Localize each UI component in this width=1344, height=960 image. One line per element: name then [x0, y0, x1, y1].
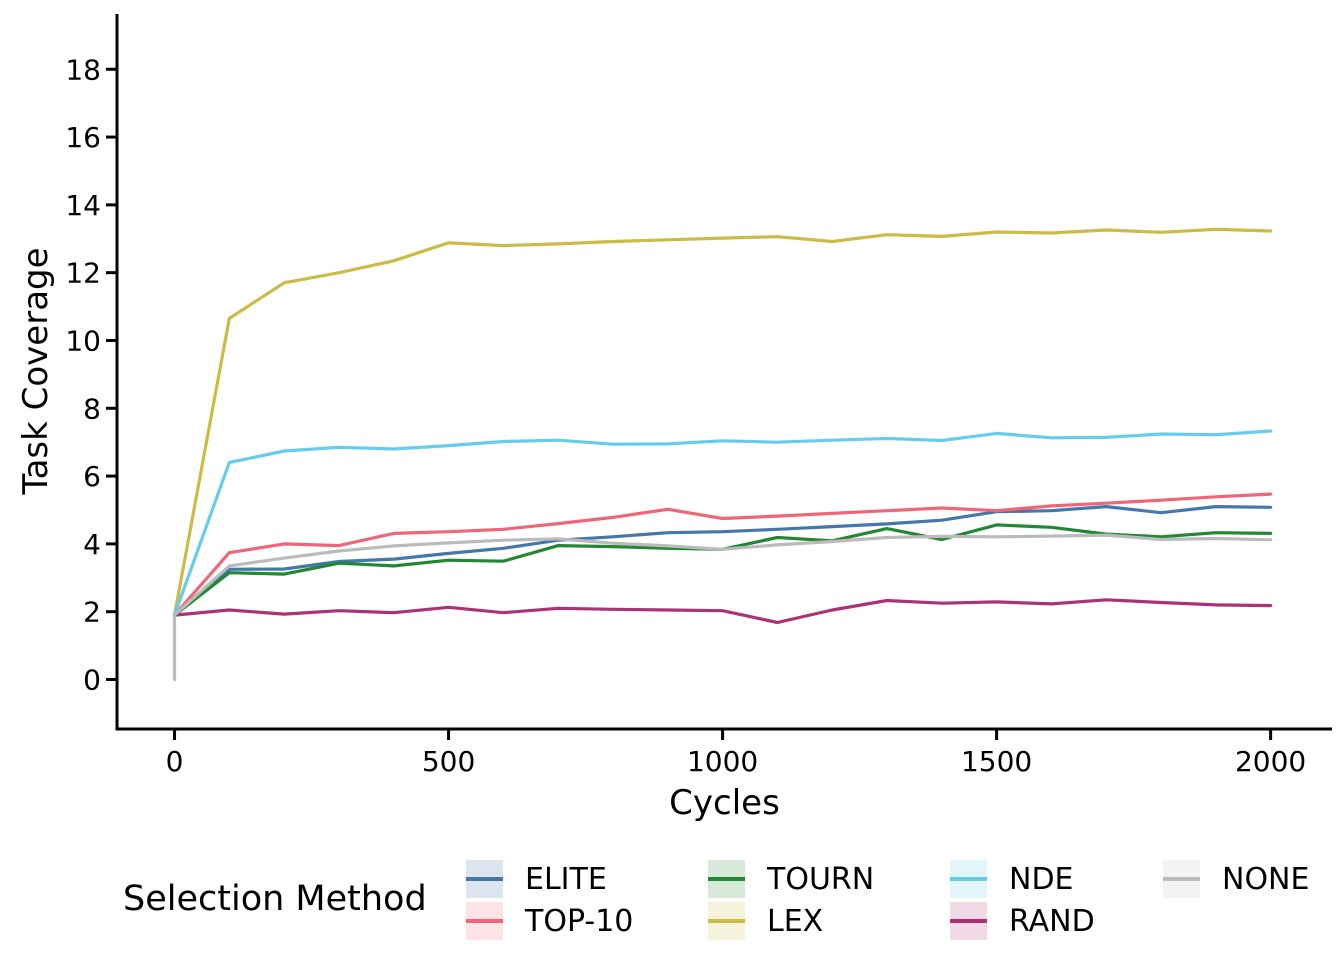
legend-item-top-10: TOP-10	[466, 902, 633, 940]
legend-label: RAND	[1009, 903, 1095, 939]
legend-label: NONE	[1222, 861, 1310, 897]
axes-spines	[115, 14, 1332, 731]
y-tick-label: 12	[65, 257, 101, 290]
series-line-nde	[172, 429, 1273, 617]
legend-item-lex: LEX	[708, 902, 823, 940]
legend-label: TOURN	[767, 861, 875, 897]
y-axis-label: Task Coverage	[16, 247, 56, 495]
x-tick-label: 2000	[1235, 745, 1306, 778]
legend-swatch	[466, 860, 503, 898]
y-tick-label: 8	[83, 392, 101, 425]
y-tick-label: 6	[83, 460, 101, 493]
legend-swatch-line	[466, 919, 503, 923]
legend-swatch-line	[708, 877, 745, 881]
legend-swatch-line	[950, 877, 987, 881]
legend-label: LEX	[767, 903, 824, 939]
legend-swatch-line	[1163, 877, 1200, 881]
y-tick-label: 4	[83, 528, 101, 561]
y-tick-label: 16	[65, 121, 101, 154]
legend-title: Selection Method	[123, 879, 427, 919]
series-line-tourn	[172, 523, 1273, 617]
y-tick-label: 10	[65, 324, 101, 357]
x-tick-label: 1000	[687, 745, 758, 778]
legend-swatch	[950, 860, 987, 898]
series-line-elite	[172, 505, 1273, 617]
legend-label: NDE	[1009, 861, 1074, 897]
legend-swatch	[708, 860, 745, 898]
legend-item-elite: ELITE	[466, 860, 607, 898]
series-line-none	[172, 533, 1273, 682]
legend-swatch-line	[708, 919, 745, 923]
x-tick-label: 1500	[961, 745, 1032, 778]
legend-item-tourn: TOURN	[708, 860, 874, 898]
legend-swatch-line	[950, 919, 987, 923]
legend-item-none: NONE	[1163, 860, 1309, 898]
series-line-rand	[172, 598, 1273, 625]
x-tick-label: 0	[166, 745, 184, 778]
y-tick-label: 0	[83, 664, 101, 697]
legend-item-rand: RAND	[950, 902, 1095, 940]
y-tick-label: 14	[65, 189, 101, 222]
y-tick-label: 2	[83, 596, 101, 629]
legend-swatch	[950, 902, 987, 940]
y-tick-label: 18	[65, 53, 101, 86]
series-line-lex	[172, 227, 1273, 617]
x-axis-label: Cycles	[669, 783, 780, 823]
legend-label: TOP-10	[525, 903, 634, 939]
legend-item-nde: NDE	[950, 860, 1074, 898]
legend-swatch	[466, 902, 503, 940]
x-tick-label: 500	[422, 745, 475, 778]
legend-swatch	[708, 902, 745, 940]
series-line-top-10	[172, 492, 1273, 617]
legend-label: ELITE	[525, 861, 607, 897]
legend-swatch	[1163, 860, 1200, 898]
legend-swatch-line	[466, 877, 503, 881]
